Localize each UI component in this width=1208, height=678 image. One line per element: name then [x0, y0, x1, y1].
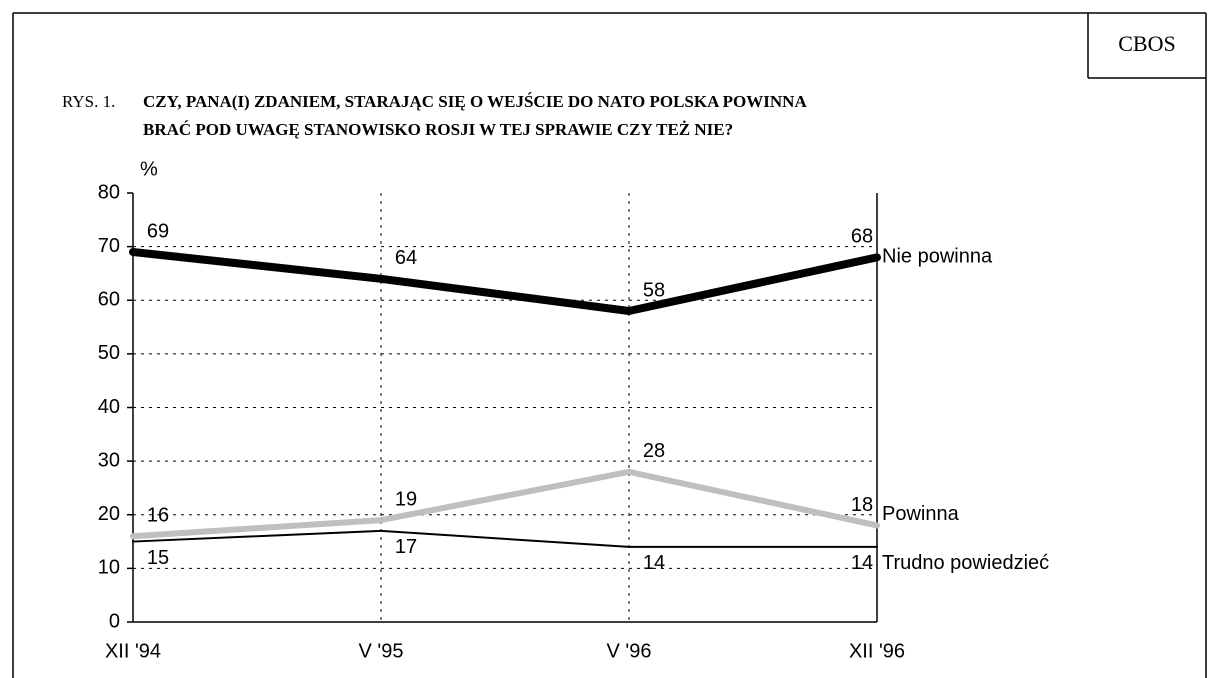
- y-tick-label: 20: [98, 503, 120, 525]
- legend-label: Trudno powiedzieć: [882, 552, 1049, 574]
- chart-title: BRAĆ POD UWAGĘ STANOWISKO ROSJI W TEJ SP…: [143, 120, 734, 139]
- data-label: 18: [851, 494, 873, 516]
- x-tick-label: XII '94: [105, 640, 161, 662]
- legend-label: Powinna: [882, 503, 960, 525]
- x-tick-label: V '95: [359, 640, 404, 662]
- y-tick-label: 80: [98, 181, 120, 203]
- y-tick-label: 50: [98, 342, 120, 364]
- series-line: [132, 529, 878, 548]
- data-label: 68: [851, 226, 873, 248]
- y-tick-label: 10: [98, 557, 120, 579]
- x-tick-label: V '96: [607, 640, 652, 662]
- title-line: RYS. 1. CZY, PANA(I) ZDANIEM, STARAJĄC SI…: [62, 92, 807, 112]
- x-tick-label: XII '96: [849, 640, 905, 662]
- y-tick-label: 60: [98, 289, 120, 311]
- data-label: 28: [643, 440, 665, 462]
- series-line: [129, 247, 881, 315]
- y-tick-label: 40: [98, 396, 120, 418]
- data-label: 69: [147, 220, 169, 242]
- data-label: 58: [643, 279, 665, 301]
- y-axis-label: %: [140, 158, 158, 180]
- y-tick-label: 0: [109, 610, 120, 632]
- data-label: 15: [147, 547, 169, 569]
- legend-label: Nie powinna: [882, 246, 993, 268]
- y-tick-label: 30: [98, 449, 120, 471]
- data-label: 16: [147, 504, 169, 526]
- series-line: [130, 468, 880, 540]
- figure-label: RYS. 1.: [62, 92, 116, 111]
- y-tick-label: 70: [98, 235, 120, 257]
- source: CBOS: [1118, 31, 1175, 56]
- data-label: 14: [643, 552, 665, 574]
- data-label: 14: [851, 552, 873, 574]
- data-label: 19: [395, 488, 417, 510]
- data-label: 17: [395, 536, 417, 558]
- title-line: BRAĆ POD UWAGĘ STANOWISKO ROSJI W TEJ SP…: [143, 120, 733, 140]
- chart-title: CZY, PANA(I) ZDANIEM, STARAJĄC SIĘ O WEJ…: [143, 92, 807, 111]
- data-label: 64: [395, 247, 417, 269]
